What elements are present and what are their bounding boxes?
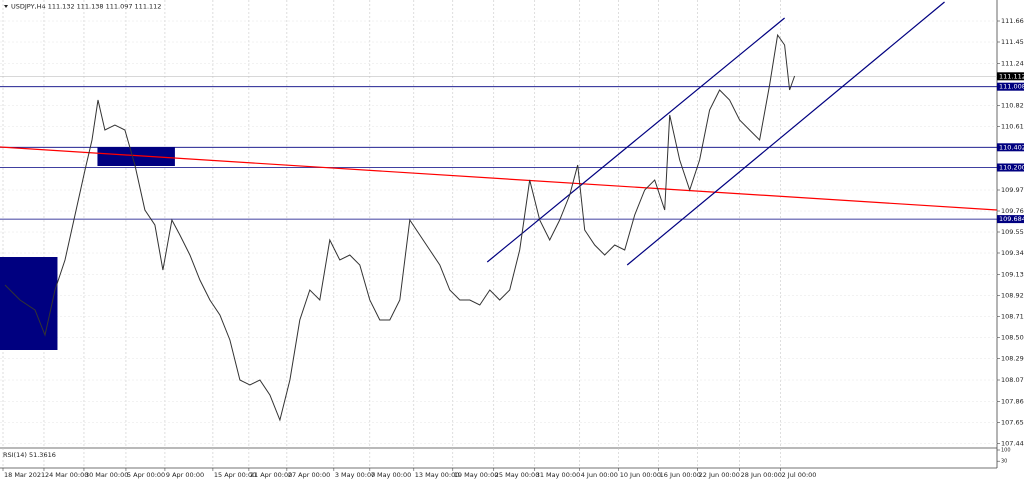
trendline xyxy=(626,1,945,266)
chart-title: USDJPY,H4 111.132 111.138 111.097 111.11… xyxy=(11,3,161,11)
y-tick-label: 111.240 xyxy=(1001,60,1024,68)
y-tick-label: 109.555 xyxy=(1001,228,1024,236)
level-label: 111.008 xyxy=(999,83,1024,91)
level-label-box xyxy=(997,163,1024,172)
x-tick-label: 13 May 00:00 xyxy=(415,471,460,479)
x-tick-label: 3 May 00:00 xyxy=(335,471,375,479)
y-tick-label: 111.665 xyxy=(1001,17,1024,25)
y-tick-label: 110.610 xyxy=(1001,123,1024,131)
x-tick-label: 5 Apr 00:00 xyxy=(127,471,165,479)
y-tick-label: 107.440 xyxy=(1001,440,1024,448)
x-tick-label: 7 May 00:00 xyxy=(371,471,411,479)
level-label-box xyxy=(997,143,1024,152)
x-tick-label: 30 Mar 00:00 xyxy=(85,471,128,479)
level-label: 109.684 xyxy=(999,215,1024,223)
y-tick-label: 110.820 xyxy=(1001,102,1024,110)
y-tick-label: 108.075 xyxy=(1001,376,1024,384)
trendline xyxy=(486,17,785,263)
x-tick-label: 18 Mar 2021 xyxy=(4,471,45,479)
level-label: 110.200 xyxy=(999,164,1024,172)
current-price-box xyxy=(997,72,1024,81)
x-tick-label: 10 Jun 00:00 xyxy=(620,471,661,479)
trendline xyxy=(0,146,998,211)
y-tick-label: 107.650 xyxy=(1001,419,1024,427)
y-tick-label: 111.455 xyxy=(1001,38,1024,46)
x-tick-label: 19 May 00:00 xyxy=(454,471,499,479)
x-tick-label: 22 Jun 00:00 xyxy=(699,471,740,479)
x-tick-label: 4 Jun 00:00 xyxy=(581,471,618,479)
indicator-label: RSI(14) 51.3616 xyxy=(3,451,56,459)
y-tick-label: 108.710 xyxy=(1001,313,1024,321)
x-tick-label: 16 Jun 00:00 xyxy=(660,471,701,479)
indicator-tick-label: 100 xyxy=(1001,448,1011,454)
x-tick-label: 25 May 00:00 xyxy=(495,471,540,479)
y-tick-label: 107.860 xyxy=(1001,398,1024,406)
y-tick-label: 108.920 xyxy=(1001,292,1024,300)
x-tick-label: 2 Jul 00:00 xyxy=(782,471,817,479)
y-tick-label: 108.290 xyxy=(1001,355,1024,363)
level-label-box xyxy=(997,82,1024,91)
y-tick-label: 108.500 xyxy=(1001,334,1024,342)
current-price-label: 111.112 xyxy=(999,72,1024,80)
x-tick-label: 24 Mar 00:00 xyxy=(45,471,88,479)
menu-arrow xyxy=(4,5,8,8)
level-label: 110.402 xyxy=(999,143,1024,151)
y-tick-label: 109.765 xyxy=(1001,207,1024,215)
y-tick-label: 109.975 xyxy=(1001,186,1024,194)
zone-box xyxy=(0,257,58,350)
y-tick-label: 109.345 xyxy=(1001,249,1024,257)
x-tick-label: 21 Apr 00:00 xyxy=(250,471,292,479)
x-tick-label: 15 Apr 00:00 xyxy=(214,471,256,479)
level-label-box xyxy=(997,215,1024,224)
x-tick-label: 28 Jun 00:00 xyxy=(741,471,782,479)
zone-box xyxy=(97,147,175,166)
x-tick-label: 31 May 00:00 xyxy=(536,471,581,479)
y-tick-label: 109.130 xyxy=(1001,271,1024,279)
x-tick-label: 9 Apr 00:00 xyxy=(166,471,204,479)
x-tick-label: 27 Apr 00:00 xyxy=(288,471,330,479)
price-line xyxy=(4,33,796,422)
indicator-tick-label: 30 xyxy=(1001,459,1007,465)
